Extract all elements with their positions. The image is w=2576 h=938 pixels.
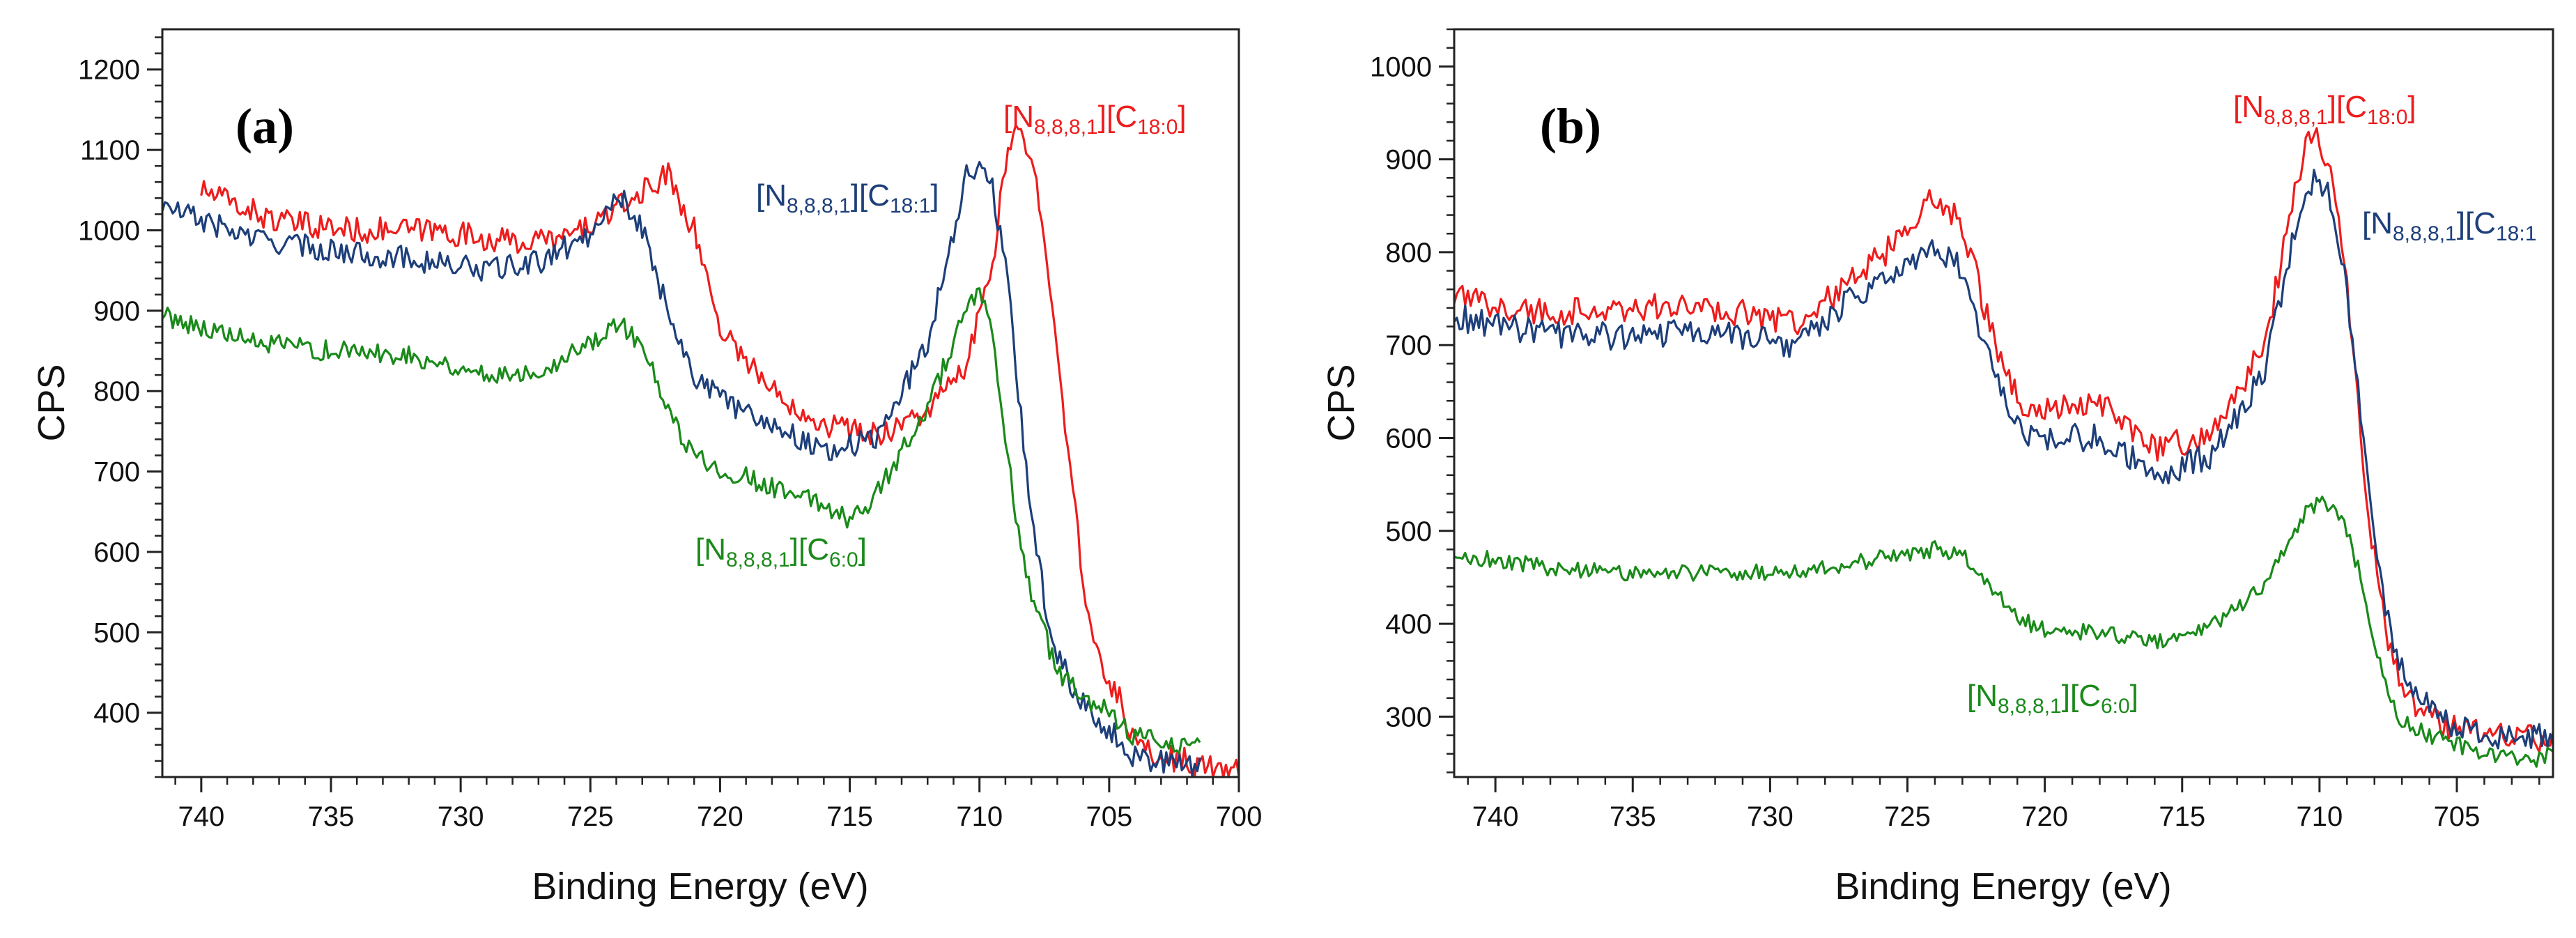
label-text-1: [N	[2233, 90, 2264, 124]
panel-b-plot-frame	[1453, 28, 2554, 778]
y-tick-label: 1200	[78, 55, 140, 86]
y-tick-label: 700	[1385, 330, 1432, 361]
panel-a-label-c18-1: [N8,8,8,1][C18:1]	[756, 178, 939, 217]
label-sub-1: 8,8,8,1	[726, 548, 790, 571]
x-tick-label: 730	[438, 801, 484, 832]
label-sub-2: 18:1	[890, 194, 930, 217]
panel-a-label-c18-0: [N8,8,8,1][C18:0]	[1003, 100, 1187, 139]
label-sub-2: 18:0	[1137, 116, 1178, 139]
label-text-2: ][C	[2457, 206, 2496, 240]
label-text-3: ]	[2407, 90, 2416, 124]
label-text-3: ]	[858, 532, 867, 567]
x-tick-label: 705	[1086, 801, 1132, 832]
y-tick-label: 900	[93, 296, 140, 327]
label-sub-2: 6:0	[2101, 695, 2130, 718]
panel-b-x-axis: 740 735 730 725 720 715 710 705	[1467, 777, 2540, 832]
label-sub-1: 8,8,8,1	[1034, 116, 1098, 139]
panel-a-chart: 740 735 730 725 720 715 710 705 700 400 500 600 700…	[31, 28, 1263, 907]
label-text-2: ][C	[790, 532, 829, 567]
y-tick-label: 700	[93, 457, 140, 488]
panel-b-label-c18-1: [N8,8,8,1][C18:1	[2362, 206, 2536, 245]
x-tick-label: 710	[2297, 801, 2343, 832]
series-line-C6-0	[1453, 495, 2554, 768]
label-sub-1: 8,8,8,1	[1998, 695, 2062, 718]
label-sub-1: 8,8,8,1	[2393, 222, 2457, 245]
panel-b-label-c6-0: [N8,8,8,1][C6:0]	[1967, 679, 2138, 718]
label-text-1: [N	[756, 178, 787, 213]
y-tick-label: 500	[93, 617, 140, 648]
panel-a-plot-frame	[161, 28, 1240, 778]
panel-a-letter-text: a	[252, 98, 277, 154]
panel-b-label-c18-0: [N8,8,8,1][C18:0]	[2233, 90, 2416, 129]
label-text-2: ][C	[851, 178, 890, 213]
x-tick-label: 735	[308, 801, 355, 832]
x-tick-label: 740	[1472, 801, 1519, 832]
panel-b-chart: 740 735 730 725 720 715 710 705 300 400 500 600 700…	[1320, 28, 2554, 907]
x-tick-label: 715	[826, 801, 873, 832]
series-line-C18-1	[1453, 169, 2554, 750]
panel-b-y-axis: 300 400 500 600 700 800 900 1000	[1370, 28, 1454, 774]
label-text-1: [N	[2362, 206, 2393, 240]
x-tick-label: 710	[956, 801, 1003, 832]
label-text-2: ][C	[1098, 100, 1137, 134]
y-tick-label: 400	[93, 698, 140, 729]
label-text-1: [N	[1967, 679, 1998, 713]
y-tick-label: 300	[1385, 702, 1432, 732]
label-text-1: [N	[1003, 100, 1034, 134]
x-tick-label: 730	[1747, 801, 1794, 832]
y-tick-label: 600	[1385, 423, 1432, 454]
panel-b-letter-text: b	[1557, 98, 1584, 154]
series-line-C6-0	[161, 287, 1201, 755]
x-tick-label: 735	[1610, 801, 1656, 832]
panel-a-letter: (a)	[236, 98, 294, 154]
x-tick-label: 715	[2159, 801, 2205, 832]
y-tick-label: 800	[1385, 238, 1432, 268]
panel-b-series-group	[1453, 127, 2554, 768]
panel-a-x-axis-label: Binding Energy (eV)	[532, 866, 868, 907]
label-sub-2: 18:0	[2367, 106, 2407, 129]
panel-a-x-axis: 740 735 730 725 720 715 710 705 700	[174, 777, 1263, 832]
y-tick-label: 900	[1385, 145, 1432, 176]
x-tick-label: 725	[1884, 801, 1931, 832]
y-tick-label: 500	[1385, 516, 1432, 547]
panel-b-x-axis-label: Binding Energy (eV)	[1835, 866, 2171, 907]
y-tick-label: 800	[93, 376, 140, 407]
label-text-1: [N	[695, 532, 726, 567]
panel-a-label-c6-0: [N8,8,8,1][C6:0]	[695, 532, 867, 571]
x-tick-label: 740	[178, 801, 224, 832]
label-sub-1: 8,8,8,1	[2264, 106, 2328, 129]
panel-a-series-group	[161, 124, 1240, 778]
label-sub-2: 6:0	[829, 548, 858, 571]
x-tick-label: 700	[1216, 801, 1263, 832]
panel-b-letter: (b)	[1540, 98, 1601, 154]
y-tick-label: 1000	[1370, 52, 1432, 82]
label-sub-1: 8,8,8,1	[787, 194, 851, 217]
series-line-C18-0	[200, 124, 1240, 778]
label-sub-2: 18:1	[2496, 222, 2536, 245]
label-text-3: ]	[2130, 679, 2138, 713]
x-tick-label: 720	[697, 801, 743, 832]
label-text-3: ]	[1178, 100, 1186, 134]
panel-a-y-axis: 400 500 600 700 800 900 1000 1100 1200	[78, 36, 162, 778]
series-line-C18-0	[1453, 127, 2554, 753]
y-tick-label: 600	[93, 537, 140, 568]
y-tick-label: 1100	[80, 135, 140, 166]
label-text-3: ]	[930, 178, 939, 213]
x-tick-label: 725	[567, 801, 614, 832]
panel-a-y-axis-label: CPS	[31, 364, 72, 441]
y-tick-label: 400	[1385, 609, 1432, 640]
label-text-2: ][C	[2062, 679, 2101, 713]
x-tick-label: 720	[2021, 801, 2068, 832]
label-text-2: ][C	[2328, 90, 2367, 124]
y-tick-label: 1000	[78, 215, 140, 246]
x-tick-label: 705	[2434, 801, 2481, 832]
series-line-C18-1	[161, 160, 1201, 777]
panel-b-y-axis-label: CPS	[1320, 364, 1362, 441]
